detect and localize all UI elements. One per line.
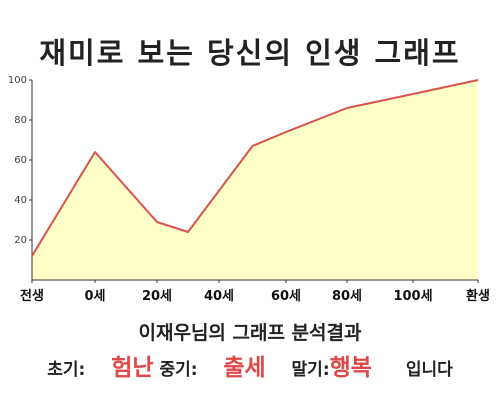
x-tick-label: 40세 xyxy=(204,289,234,304)
x-tick-label: 80세 xyxy=(332,289,362,304)
x-tick-label: 100세 xyxy=(393,289,432,304)
y-tick-label: 100 xyxy=(8,75,27,86)
chart-title: 재미로 보는 당신의 인생 그래프 xyxy=(39,36,461,70)
y-tick-label: 40 xyxy=(14,195,27,206)
analysis-result: 초기: 험난 중기: 출세 말기:행복 입니다 xyxy=(0,348,500,382)
analysis-summary: 이재우님의 그래프 분석결과 xyxy=(138,322,362,344)
late-label: 말기: xyxy=(291,360,330,380)
y-tick-label: 60 xyxy=(14,155,27,166)
x-tick-label: 0세 xyxy=(84,289,105,304)
x-tick-label: 60세 xyxy=(271,289,301,304)
early-value: 험난 xyxy=(111,355,154,381)
x-tick-label: 20세 xyxy=(142,289,172,304)
middle-value: 출세 xyxy=(223,355,266,381)
y-tick-label: 20 xyxy=(14,235,27,246)
early-label: 초기: xyxy=(47,360,86,380)
ending-text: 입니다 xyxy=(405,360,453,380)
x-tick-label: 전생 xyxy=(20,288,44,304)
x-tick-label: 환생 xyxy=(466,288,490,304)
y-tick-label: 80 xyxy=(14,115,27,126)
middle-label: 중기: xyxy=(159,360,198,380)
area-fill xyxy=(32,80,478,280)
late-value: 행복 xyxy=(329,355,372,381)
